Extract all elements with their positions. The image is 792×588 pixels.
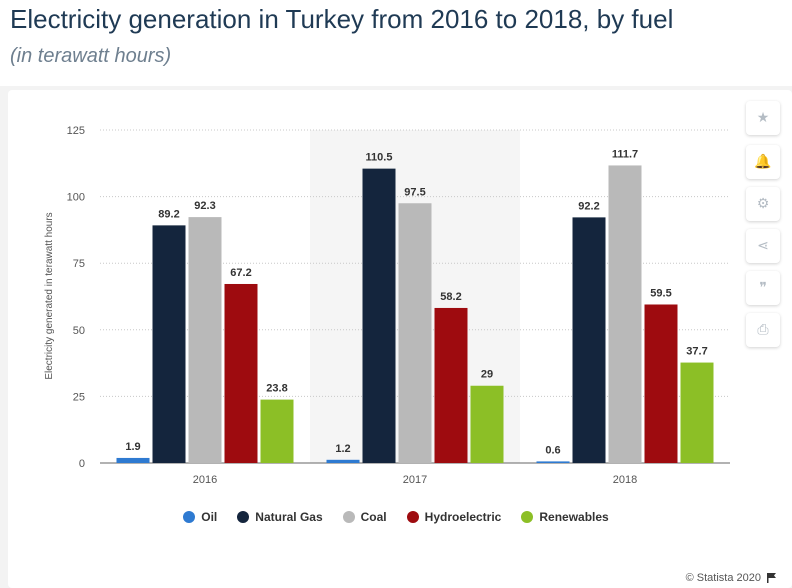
legend-item-natural-gas[interactable]: Natural Gas — [237, 510, 323, 524]
data-label: 59.5 — [650, 287, 671, 299]
data-label: 111.7 — [612, 148, 638, 160]
legend-item-oil[interactable]: Oil — [183, 510, 217, 524]
data-label: 110.5 — [366, 152, 393, 164]
bar — [260, 399, 294, 463]
x-tick-label: 2017 — [403, 474, 427, 486]
y-tick-label: 125 — [67, 125, 85, 137]
x-tick-label: 2016 — [193, 474, 217, 486]
bar — [680, 362, 714, 463]
data-label: 1.9 — [125, 441, 140, 453]
y-axis-label: Electricity generated in terawatt hours — [44, 212, 55, 379]
data-label: 92.3 — [194, 200, 215, 212]
y-tick-label: 0 — [79, 458, 85, 470]
y-tick-label: 75 — [73, 258, 85, 270]
data-label: 58.2 — [440, 291, 461, 303]
chart-legend: Oil Natural Gas Coal Hydroelectric Renew… — [0, 510, 792, 524]
data-label: 37.7 — [686, 346, 707, 358]
legend-marker — [342, 511, 355, 523]
data-label: 1.2 — [335, 443, 350, 455]
copyright-text: © Statista 2020 — [685, 572, 761, 584]
gear-icon: ⚙ — [756, 196, 770, 212]
legend-marker — [521, 511, 534, 523]
bar — [572, 217, 606, 463]
legend-item-coal[interactable]: Coal — [342, 510, 387, 524]
data-label: 29 — [481, 369, 493, 381]
bar — [434, 307, 468, 463]
x-tick-label: 2018 — [613, 474, 637, 486]
legend-item-hydroelectric[interactable]: Hydroelectric — [406, 510, 502, 524]
y-tick-label: 50 — [73, 325, 85, 337]
bar — [362, 168, 396, 464]
flag-icon[interactable] — [767, 573, 776, 583]
print-button[interactable]: ⎙ — [746, 313, 780, 347]
notification-button[interactable]: 🔔 — [746, 145, 780, 179]
page-subtitle: (in terawatt hours) — [10, 45, 172, 67]
data-label: 67.2 — [230, 267, 251, 279]
bar — [536, 461, 570, 463]
star-icon: ★ — [756, 110, 770, 126]
data-label: 0.6 — [545, 444, 560, 456]
favorite-button[interactable]: ★ — [746, 101, 780, 135]
bar — [116, 457, 150, 463]
header: Electricity generation in Turkey from 20… — [0, 0, 792, 86]
data-label: 23.8 — [266, 383, 287, 395]
legend-item-renewables[interactable]: Renewables — [521, 510, 609, 524]
data-label: 97.5 — [404, 186, 425, 198]
bar — [188, 217, 222, 463]
settings-button[interactable]: ⚙ — [746, 187, 780, 221]
y-tick-label: 100 — [67, 192, 85, 204]
bar — [398, 203, 432, 463]
bar — [224, 283, 258, 463]
y-tick-label: 25 — [73, 391, 85, 403]
data-label: 89.2 — [158, 208, 179, 220]
legend-label: Hydroelectric — [424, 510, 502, 524]
cite-button[interactable]: ❞ — [746, 271, 780, 305]
quote-icon: ❞ — [759, 280, 767, 296]
legend-label: Oil — [201, 510, 218, 524]
legend-marker — [406, 511, 419, 523]
bar — [608, 165, 642, 463]
legend-label: Natural Gas — [255, 510, 323, 524]
legend-label: Coal — [360, 510, 387, 524]
print-icon: ⎙ — [757, 322, 769, 338]
bar — [152, 225, 186, 463]
legend-marker — [183, 511, 196, 523]
legend-marker — [237, 511, 250, 523]
bar — [470, 385, 504, 463]
bell-icon: 🔔 — [754, 154, 772, 170]
share-button[interactable]: ⋖ — [746, 229, 780, 263]
page-title: Electricity generation in Turkey from 20… — [10, 4, 674, 34]
bar — [326, 459, 360, 463]
bar — [644, 304, 678, 463]
legend-label: Renewables — [539, 510, 609, 524]
data-label: 92.2 — [578, 200, 599, 212]
footer: © Statista 2020 — [686, 572, 776, 584]
share-icon: ⋖ — [757, 238, 769, 254]
